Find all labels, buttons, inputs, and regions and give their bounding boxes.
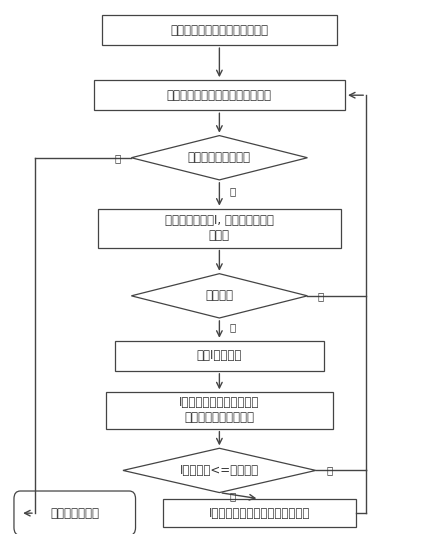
Polygon shape <box>131 136 307 180</box>
Text: I路径权值<=保存路径: I路径权值<=保存路径 <box>180 464 259 477</box>
FancyBboxPatch shape <box>106 392 333 429</box>
Text: 是否存在: 是否存在 <box>206 289 233 302</box>
Text: 路径是否遍历完毕？: 路径是否遍历完毕？ <box>188 151 251 164</box>
Text: 当前遍历路径为I, 判断是否存在路
由表中: 当前遍历路径为I, 判断是否存在路 由表中 <box>165 214 274 242</box>
Text: 否: 否 <box>230 321 236 332</box>
FancyBboxPatch shape <box>115 341 324 371</box>
Text: I路径与保存路径比较权值
（详见权值计算方法）: I路径与保存路径比较权值 （详见权值计算方法） <box>179 396 260 425</box>
FancyBboxPatch shape <box>14 491 135 534</box>
Text: 否: 否 <box>230 491 236 501</box>
Polygon shape <box>123 448 316 492</box>
Text: 主模块对目标地址进行首次事务: 主模块对目标地址进行首次事务 <box>170 23 268 36</box>
Text: 否: 否 <box>230 186 236 197</box>
Text: 开始选择路径，遍历节点所有路径: 开始选择路径，遍历节点所有路径 <box>167 89 272 101</box>
FancyBboxPatch shape <box>102 15 337 45</box>
FancyBboxPatch shape <box>94 80 345 111</box>
Text: 计算I路径权值: 计算I路径权值 <box>197 349 242 362</box>
FancyBboxPatch shape <box>98 209 341 248</box>
Text: I路径取代路由表中权值最小路径: I路径取代路由表中权值最小路径 <box>208 507 310 520</box>
Text: 是: 是 <box>318 291 324 301</box>
Text: 是: 是 <box>326 466 333 475</box>
FancyBboxPatch shape <box>163 499 356 528</box>
Text: 是: 是 <box>115 153 121 163</box>
Polygon shape <box>131 274 307 318</box>
Text: 新路径计算结束: 新路径计算结束 <box>50 507 99 520</box>
